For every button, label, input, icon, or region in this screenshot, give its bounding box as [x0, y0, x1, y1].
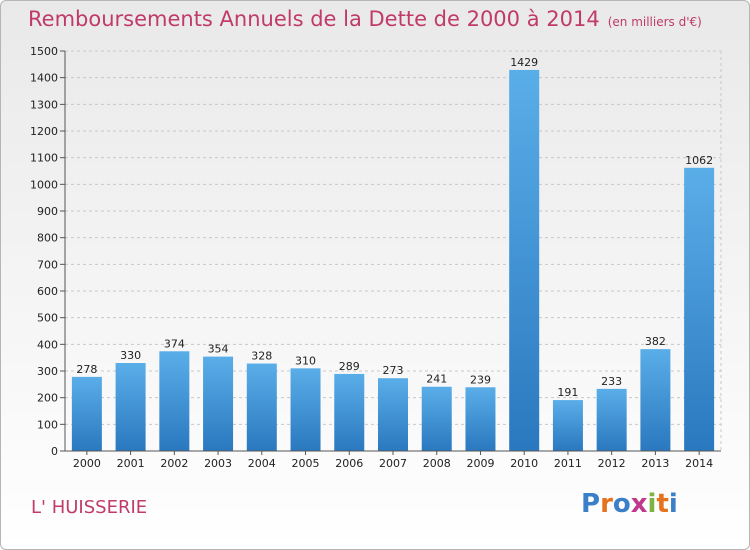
- bar: [378, 378, 408, 451]
- proxiti-logo: Proxiti: [581, 489, 678, 519]
- y-tick-label: 200: [37, 392, 58, 405]
- bar: [71, 376, 102, 451]
- data-label: 233: [601, 375, 622, 388]
- x-tick-label: 2011: [554, 457, 582, 470]
- x-tick-label: 2003: [204, 457, 232, 470]
- bar: [290, 368, 321, 451]
- logo-letter: r: [600, 489, 613, 519]
- data-label: 1062: [685, 154, 713, 167]
- bar: [246, 363, 277, 451]
- y-tick-label: 300: [37, 365, 58, 378]
- y-tick-label: 800: [37, 232, 58, 245]
- x-tick-label: 2001: [117, 457, 145, 470]
- y-tick-label: 1300: [30, 98, 58, 111]
- x-tick-label: 2008: [423, 457, 451, 470]
- data-label: 241: [426, 373, 447, 386]
- axis-layer: 0 100 200 300 400 500 600 700 800 900 1000 1100 1200…: [30, 45, 721, 470]
- logo-letter: x: [630, 489, 648, 519]
- data-label: 382: [645, 335, 666, 348]
- x-tick-label: 2002: [160, 457, 188, 470]
- bar: [159, 351, 190, 451]
- x-tick-label: 2004: [248, 457, 276, 470]
- x-tick-label: 2000: [73, 457, 101, 470]
- logo-letter: P: [581, 489, 601, 519]
- x-tick-label: 2009: [466, 457, 494, 470]
- y-tick-label: 1000: [30, 178, 58, 191]
- y-tick-label: 1400: [30, 72, 58, 85]
- bar: [115, 363, 146, 451]
- bar-layer: [71, 69, 715, 452]
- data-label: 330: [120, 349, 141, 362]
- bar: [596, 388, 627, 451]
- data-label: 328: [251, 350, 272, 363]
- logo-letter: i: [647, 489, 657, 519]
- x-tick-label: 2010: [510, 457, 538, 470]
- logo-letter: t: [656, 489, 669, 519]
- bar: [640, 349, 671, 451]
- bar: [334, 373, 365, 451]
- x-tick-label: 2006: [335, 457, 363, 470]
- label-layer: 278 330 374 354 328 310 289 273 241 239 1429 191 233…: [76, 56, 713, 399]
- y-tick-label: 0: [51, 445, 58, 458]
- y-tick-label: 1500: [30, 45, 58, 58]
- bar: [684, 167, 715, 452]
- bar: [552, 400, 583, 451]
- chart-title-unit: (en milliers d'€): [607, 15, 702, 29]
- y-tick-label: 900: [37, 205, 58, 218]
- data-label: 310: [295, 354, 316, 367]
- x-tick-label: 2013: [641, 457, 669, 470]
- y-tick-label: 500: [37, 312, 58, 325]
- y-tick-label: 400: [37, 338, 58, 351]
- y-tick-label: 1200: [30, 125, 58, 138]
- data-label: 191: [557, 386, 578, 399]
- y-tick-label: 1100: [30, 152, 58, 165]
- x-tick-label: 2007: [379, 457, 407, 470]
- data-label: 1429: [510, 56, 538, 69]
- bar: [465, 387, 496, 451]
- x-tick-label: 2005: [292, 457, 320, 470]
- x-tick-label: 2012: [598, 457, 626, 470]
- logo-letter: i: [668, 489, 678, 519]
- commune-name: L' HUISSERIE: [31, 497, 148, 518]
- data-label: 374: [164, 337, 185, 350]
- logo-letter: o: [612, 489, 631, 519]
- data-label: 278: [76, 363, 97, 376]
- chart-title-text: Remboursements Annuels de la Dette de 20…: [28, 7, 600, 31]
- x-tick-label: 2014: [685, 457, 713, 470]
- y-tick-label: 100: [37, 418, 58, 431]
- data-label: 239: [470, 373, 491, 386]
- data-label: 273: [383, 364, 404, 377]
- bar: [509, 69, 540, 451]
- data-label: 289: [339, 360, 360, 373]
- bar: [421, 386, 452, 451]
- bar: [203, 356, 234, 451]
- y-tick-label: 600: [37, 285, 58, 298]
- y-tick-label: 700: [37, 258, 58, 271]
- chart-title: Remboursements Annuels de la Dette de 20…: [28, 7, 702, 31]
- data-label: 354: [208, 343, 229, 356]
